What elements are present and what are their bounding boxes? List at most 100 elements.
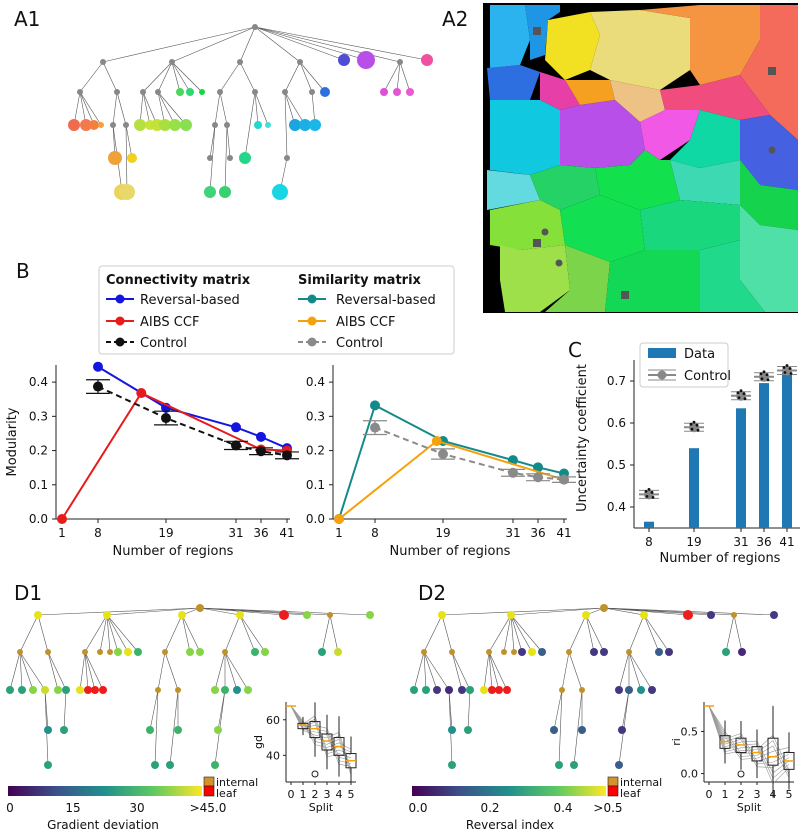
tree-node: [555, 761, 563, 769]
d2-colorbar-gradient: [412, 786, 606, 796]
tree-edge: [396, 61, 401, 93]
tree-node: [219, 186, 231, 198]
control-sample: [692, 420, 696, 424]
control-sample: [737, 396, 741, 400]
tree-edge: [112, 91, 118, 126]
b-left-chart: 0.0 0.1 0.2 0.3 0.4 1 8 19 31 36 41 Number of regio…: [5, 361, 299, 559]
panel-label-a2: A2: [442, 7, 468, 31]
tree-node: [180, 119, 192, 131]
map-region: [540, 72, 580, 110]
tree-node: [186, 648, 194, 656]
tree-node: [186, 88, 194, 96]
legend-title-similarity: Similarity matrix: [298, 273, 422, 288]
data-point: [136, 388, 147, 399]
x-tick-label: 0: [288, 788, 295, 801]
tree-edge: [106, 614, 119, 653]
x-tick-label: 19: [158, 526, 173, 540]
tree-edge: [561, 651, 570, 691]
tree-edge: [239, 26, 256, 63]
tree-edge: [106, 614, 139, 653]
tree-edge: [157, 61, 173, 93]
d1-colorbar-tick: >45.0: [190, 801, 227, 815]
map-region: [490, 200, 565, 250]
panel-label-d2: D2: [418, 581, 446, 605]
tree-node: [578, 726, 586, 734]
tree-edge: [84, 651, 96, 691]
x-tick-label: 5: [786, 788, 793, 801]
tree-edge: [299, 61, 313, 93]
legend-marker-sim-reversal: [307, 294, 317, 304]
tree-node: [99, 686, 107, 694]
tree-node: [445, 686, 453, 694]
tree-edge: [284, 91, 288, 159]
tree-node: [538, 648, 546, 656]
map-region: [700, 240, 765, 312]
tree-edge: [733, 614, 743, 653]
tree-edge: [84, 651, 89, 691]
tree-edge: [573, 689, 583, 766]
tree-node: [212, 122, 218, 128]
tree-edge: [628, 614, 645, 653]
tree-node: [44, 726, 52, 734]
x-tick-label: 41: [556, 526, 571, 540]
trajectory-line: [290, 705, 352, 759]
tree-node: [237, 59, 243, 65]
tree-edge: [106, 614, 111, 653]
tree-node: [80, 119, 92, 131]
tree-edge: [99, 614, 108, 653]
data-point: [533, 472, 543, 483]
b-legend: Connectivity matrix Similarity matrix Re…: [98, 265, 455, 355]
control-sample: [788, 367, 792, 370]
tree-edge: [37, 614, 49, 653]
map-region: [740, 205, 798, 312]
tree-node: [199, 89, 205, 95]
map-region: [740, 115, 798, 190]
tree-edge: [106, 607, 201, 616]
x-tick-label: 5: [348, 788, 355, 801]
tree-edge: [209, 124, 216, 159]
tree-edge: [585, 614, 605, 653]
map-region: [500, 245, 570, 312]
tree-edge: [239, 614, 266, 653]
y-axis-label: ri: [670, 738, 683, 746]
control-sample: [647, 488, 651, 491]
tree-node: [518, 648, 526, 656]
x-tick-label: 36: [253, 526, 268, 540]
tree-node: [421, 649, 427, 655]
tree-node: [334, 648, 342, 656]
tree-node: [169, 119, 181, 131]
tree-edge: [125, 124, 133, 159]
tree-node: [6, 686, 14, 694]
y-tick-label: 0.1: [29, 478, 48, 492]
d2-colorbar-tick: 0.2: [480, 801, 499, 815]
tree-node: [217, 89, 223, 95]
tree-node: [637, 686, 645, 694]
y-axis-label: gd: [252, 735, 265, 749]
tree-edge: [214, 91, 221, 126]
tree-edge: [503, 614, 512, 653]
tree-node: [261, 648, 269, 656]
d2-leaf-label: leaf: [620, 787, 642, 800]
tree-node: [338, 54, 350, 66]
tree-node: [421, 54, 433, 66]
tree-edge: [423, 651, 427, 691]
tree-node: [590, 648, 598, 656]
map-region: [740, 160, 798, 230]
tree-node: [579, 687, 585, 693]
map-region: [610, 80, 665, 122]
x-tick-label: 41: [779, 535, 794, 549]
d1-colorbar: internal leaf 0 15 30 >45.0 Gradient dev…: [6, 776, 258, 831]
legend-label-sim-control: Control: [336, 336, 383, 351]
tree-node: [297, 59, 303, 65]
tree-edge: [181, 614, 201, 653]
data-point: [431, 435, 442, 446]
tree-edge: [725, 614, 735, 653]
data-point: [93, 361, 103, 372]
tree-edge: [467, 689, 471, 731]
tree-node: [528, 648, 536, 656]
tree-edge: [329, 614, 339, 653]
tree-node: [683, 610, 693, 620]
tree-node: [207, 155, 213, 161]
tree-node: [279, 610, 289, 620]
tree-edge: [510, 607, 605, 616]
